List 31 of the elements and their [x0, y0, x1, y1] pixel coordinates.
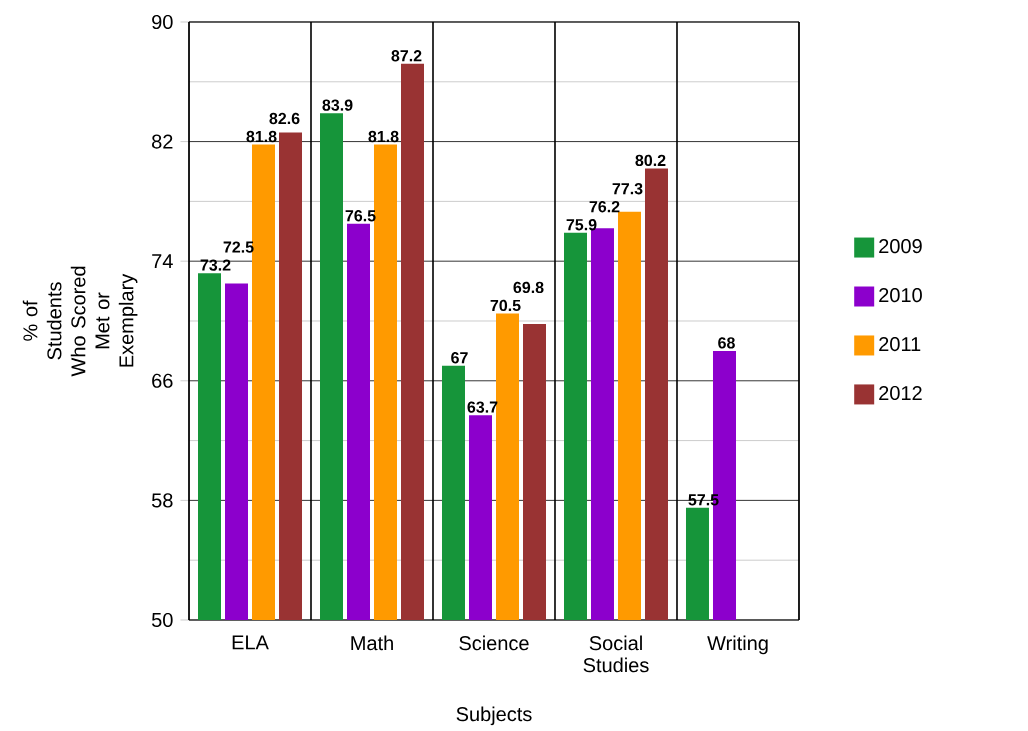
data-label: 73.2 — [200, 259, 231, 271]
y-tick-label: 58 — [151, 493, 173, 508]
x-tick-label: ELA — [232, 635, 269, 650]
y-tick-label: 50 — [151, 612, 173, 628]
data-label: 76.2 — [589, 201, 620, 213]
x-axis-title: Subjects — [456, 706, 532, 726]
data-label: 77.3 — [612, 183, 643, 195]
y-tick-label: 90 — [152, 14, 173, 30]
legend-label: 2009 — [879, 239, 922, 254]
x-tick-label: Social Studies — [583, 635, 649, 673]
x-tick-label: Writing — [707, 635, 768, 655]
x-tick-label: Science — [459, 635, 529, 651]
data-label: 67 — [451, 352, 468, 364]
data-label: 87.2 — [391, 50, 422, 62]
data-label: 81.8 — [246, 130, 277, 143]
x-tick-label: Math — [351, 635, 393, 651]
data-label: 82.6 — [269, 112, 300, 125]
legend-label: 2012 — [879, 385, 922, 401]
legend-label: 2010 — [879, 288, 922, 303]
data-label: 81.8 — [368, 130, 399, 143]
y-tick-label: 82 — [152, 134, 173, 149]
data-label: 70.5 — [490, 299, 521, 312]
y-axis-title: % of Students Who Scored Met or Exemplary — [22, 266, 138, 377]
data-label: 83.9 — [322, 99, 353, 111]
data-label: 75.9 — [566, 219, 597, 231]
data-label: 68 — [718, 337, 735, 349]
data-label: 80.2 — [635, 154, 666, 167]
legend-label: 2011 — [879, 336, 921, 352]
y-tick-label: 74 — [152, 254, 173, 269]
data-label: 69.8 — [513, 281, 544, 294]
y-tick-label: 66 — [152, 373, 173, 388]
